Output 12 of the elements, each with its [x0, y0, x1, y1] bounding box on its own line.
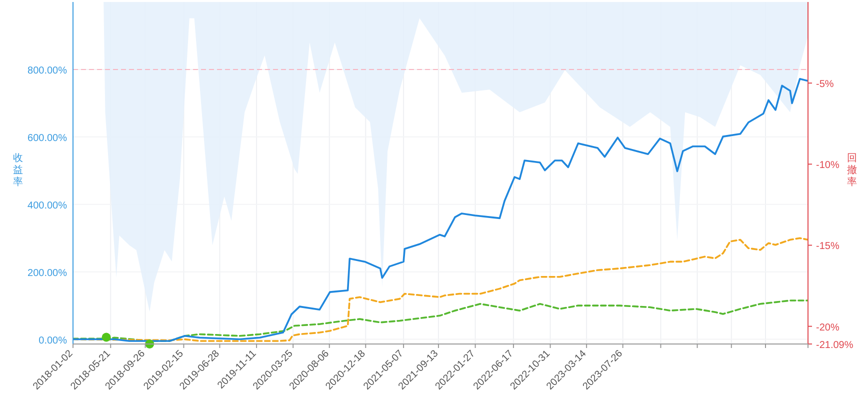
- y-tick-label: 200.00%: [28, 268, 68, 279]
- y2-tick-label: -15%: [816, 241, 840, 252]
- y2-axis-title: 回撤率: [847, 153, 857, 188]
- y-axis-title: 收益率: [13, 153, 23, 188]
- y-tick-label: 800.00%: [28, 65, 68, 76]
- y2-tick-label: -21.09%: [816, 340, 854, 351]
- y-tick-label: 0.00%: [38, 335, 68, 346]
- y2-tick-label: -10%: [816, 160, 840, 172]
- y-tick-label: 600.00%: [28, 132, 68, 144]
- y2-tick-label: -20%: [816, 322, 840, 334]
- y2-tick-label: -5%: [816, 79, 834, 90]
- y-tick-label: 400.00%: [28, 200, 68, 212]
